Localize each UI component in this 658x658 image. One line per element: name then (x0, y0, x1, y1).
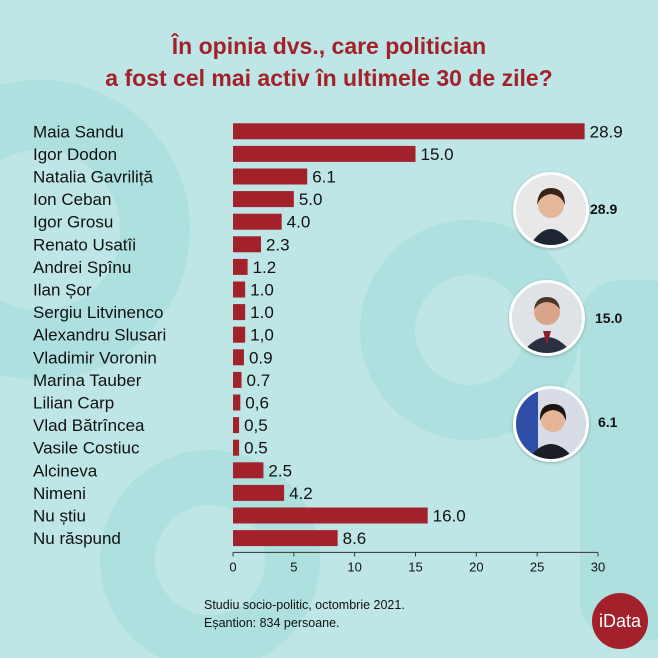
chart-title: În opinia dvs., care politician a fost c… (0, 30, 658, 94)
x-tick-label: 10 (347, 559, 361, 574)
x-tick-label: 0 (229, 559, 236, 574)
x-tick-label: 30 (591, 559, 605, 574)
bar-value-label: 0,5 (244, 416, 268, 435)
category-label: Ion Ceban (33, 190, 111, 209)
bar (233, 530, 338, 547)
bar (233, 462, 264, 479)
bar (233, 304, 246, 321)
category-label: Lilian Carp (33, 394, 114, 413)
x-tick-label: 20 (469, 559, 483, 574)
footnote: Studiu socio-politic, octombrie 2021. Eș… (204, 596, 405, 632)
bar (233, 484, 285, 501)
category-label: Andrei Spînu (33, 258, 131, 277)
x-tick-label: 15 (408, 559, 422, 574)
bar-value-label: 2.3 (266, 235, 290, 254)
category-label: Renato Usatîi (33, 235, 136, 254)
bar-value-label: 16.0 (433, 507, 466, 526)
bar (233, 213, 282, 230)
category-label: Natalia Gavriliță (33, 168, 154, 187)
idata-logo: iData (592, 593, 648, 649)
portrait-value-1: 28.9 (590, 201, 618, 217)
bar (233, 236, 261, 253)
category-label: Alcineva (33, 461, 98, 480)
category-label: Marina Tauber (33, 371, 142, 390)
category-label: Nimeni (33, 484, 86, 503)
bar (233, 439, 240, 456)
portrait-value-2: 15.0 (595, 310, 623, 326)
category-labels: Maia Sandu Igor Dodon Natalia Gavriliță Ion… (33, 122, 166, 548)
bar-value-label: 8.6 (343, 529, 367, 548)
bar-value-label: 1.0 (250, 303, 274, 322)
category-label: Vlad Bătrîncea (33, 416, 145, 435)
category-label: Maia Sandu (33, 122, 124, 141)
chart-title-line-1: În opinia dvs., care politician (171, 33, 487, 59)
footnote-line-1: Studiu socio-politic, octombrie 2021. (204, 598, 405, 612)
bar (233, 281, 246, 298)
bar (233, 145, 416, 162)
value-labels: 28.9 15.0 6.1 5.0 4.0 2.3 1.2 1.0 1.0 1,0 0.9 0.7 0,… (244, 122, 623, 548)
portrait-natalia-gavrilita-icon (513, 386, 589, 462)
category-label: Vladimir Voronin (33, 348, 157, 367)
bar-value-label: 0.5 (244, 439, 268, 458)
category-label: Igor Dodon (33, 145, 117, 164)
bar (233, 417, 240, 434)
category-label: Alexandru Slusari (33, 326, 166, 345)
portrait-igor-dodon-icon (509, 280, 585, 356)
bar-value-label: 1,0 (250, 326, 274, 345)
portrait-value-3: 6.1 (598, 414, 618, 430)
bar (233, 507, 428, 524)
bar-value-label: 0,6 (245, 394, 269, 413)
bar-value-label: 2.5 (268, 461, 292, 480)
bar-value-label: 0.9 (249, 348, 273, 367)
bar (233, 371, 242, 388)
x-axis: 0 5 10 15 20 25 30 (229, 551, 605, 574)
bar-value-label: 4.0 (287, 213, 311, 232)
bar (233, 326, 246, 343)
bar (233, 123, 585, 140)
bar-value-label: 5.0 (299, 190, 323, 209)
bar-value-label: 28.9 (590, 122, 623, 141)
category-label: Ilan Șor (33, 281, 92, 300)
x-tick-label: 25 (530, 559, 544, 574)
bar-value-label: 0.7 (247, 371, 271, 390)
category-label: Sergiu Litvinenco (33, 303, 163, 322)
bar-value-label: 15.0 (421, 145, 454, 164)
bar-value-label: 1.0 (250, 281, 274, 300)
bar (233, 349, 244, 366)
bar (233, 258, 248, 275)
bar (233, 394, 241, 411)
category-label: Nu știu (33, 507, 86, 526)
category-label: Nu răspund (33, 529, 121, 548)
bar (233, 168, 308, 185)
bar-value-label: 4.2 (289, 484, 313, 503)
footnote-line-2: Eșantion: 834 persoane. (204, 616, 340, 630)
portrait-maia-sandu-icon (513, 172, 589, 248)
bar (233, 191, 294, 208)
bar-value-label: 6.1 (312, 168, 336, 187)
bar-chart: Maia Sandu Igor Dodon Natalia Gavriliță Ion… (33, 122, 623, 574)
x-tick-label: 5 (290, 559, 297, 574)
category-label: Vasile Costiuc (33, 439, 140, 458)
chart-title-line-2: a fost cel mai activ în ultimele 30 de z… (105, 65, 553, 91)
bars (233, 123, 585, 547)
category-label: Igor Grosu (33, 213, 113, 232)
bar-value-label: 1.2 (253, 258, 277, 277)
